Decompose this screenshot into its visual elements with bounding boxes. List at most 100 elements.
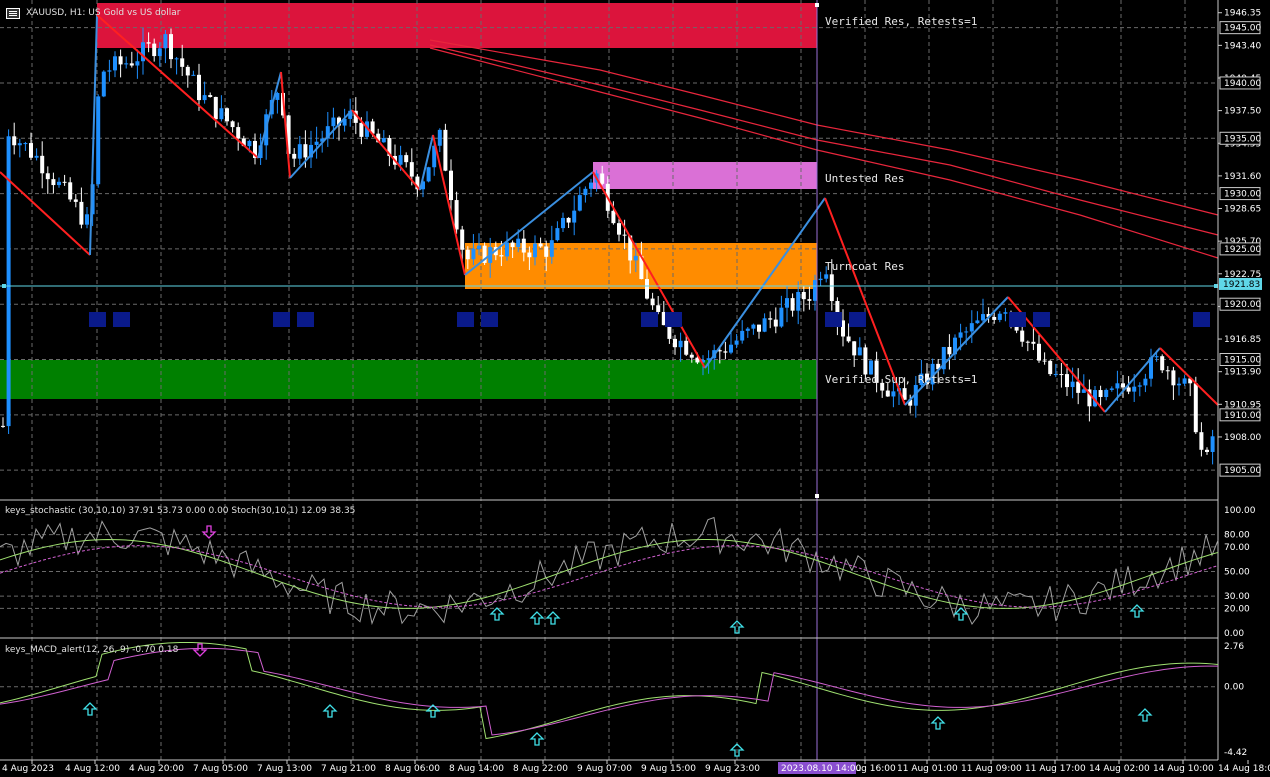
price-label: 1943.40 — [1224, 41, 1261, 51]
price-label-boxed: 1925.00 — [1224, 245, 1261, 255]
candle-body — [1188, 378, 1193, 384]
current-price-handle-left[interactable] — [2, 284, 6, 288]
candle-body — [421, 181, 425, 190]
candle-body — [919, 373, 924, 386]
candle-body — [734, 340, 739, 345]
candle-body — [891, 391, 896, 397]
candle-body — [225, 108, 229, 122]
candle-body — [863, 347, 868, 375]
zigzag-segment — [96, 14, 259, 159]
candle-body — [762, 318, 767, 332]
candle-body — [253, 140, 257, 158]
zigzag-segment — [257, 71, 282, 159]
stoch-level-label: 20.00 — [1224, 604, 1250, 614]
candle-body — [857, 347, 862, 356]
zone-label-turncoat-res: Turncoat Res — [825, 260, 905, 273]
ma-line — [429, 44, 1219, 236]
candle-body — [342, 118, 347, 126]
stoch-level-label: 0.00 — [1224, 629, 1244, 639]
candle-body — [622, 234, 627, 236]
time-axis[interactable]: 4 Aug 2023 4 Aug 12:00 4 Aug 20:00 7 Aug 05… — [2, 760, 1270, 774]
candle-body — [913, 385, 918, 406]
symbol-menu-icon[interactable] — [6, 8, 20, 19]
price-label-box — [1219, 463, 1261, 477]
candle-body — [533, 243, 537, 258]
candle-body — [555, 228, 560, 241]
candle-body — [1121, 383, 1125, 388]
price-label-boxed: 1940.00 — [1224, 79, 1261, 89]
crosshair-handle-top[interactable] — [815, 3, 819, 7]
ma-line — [429, 47, 1219, 259]
candle-body — [23, 143, 28, 145]
price-label-box — [1219, 353, 1261, 367]
candle-body — [275, 92, 280, 100]
candle-body — [320, 138, 325, 142]
candle-body — [874, 360, 879, 383]
candle-body — [992, 316, 997, 320]
zigzag-segment — [289, 109, 353, 179]
candle-body — [101, 71, 106, 97]
macd-main-line — [0, 641, 1219, 740]
candle-body — [1076, 381, 1081, 393]
candle-body — [1149, 357, 1153, 379]
candle-body — [561, 217, 565, 229]
candle-body — [1143, 378, 1148, 386]
stoch-level-label: 70.00 — [1224, 543, 1250, 553]
candle-body — [286, 115, 291, 154]
candle-body — [1059, 374, 1064, 376]
zigzag-segment — [89, 14, 98, 256]
zigzag-segment — [419, 134, 434, 191]
time-label: 9 Aug 23:00 — [705, 764, 760, 774]
candle-body — [807, 299, 812, 301]
candle-body — [465, 249, 470, 260]
candle-body — [208, 95, 213, 97]
time-label: 9 Aug 07:00 — [577, 764, 632, 774]
stoch-level-label: 50.00 — [1224, 568, 1250, 578]
price-axis[interactable]: 1946.351943.401940.451937.501934.551931.… — [1218, 9, 1262, 477]
signal-block — [641, 312, 658, 327]
candle-body — [398, 155, 403, 165]
candle-body — [141, 42, 145, 62]
candle-body — [1098, 390, 1103, 397]
buy-arrow-icon — [953, 607, 969, 621]
candle-body — [958, 332, 963, 338]
candle-body — [1070, 381, 1075, 388]
candle-body — [213, 96, 218, 120]
candle-body — [1154, 356, 1159, 358]
candle-body — [544, 246, 549, 257]
candle-body — [236, 127, 241, 139]
time-label: 14 Aug 02:00 — [1089, 764, 1150, 774]
buy-arrow-icon — [489, 607, 505, 621]
candle-body — [230, 121, 235, 128]
stoch-level-label: 100.00 — [1224, 506, 1256, 516]
time-label: 14 Aug 18:00 — [1218, 764, 1270, 774]
candle-body — [135, 61, 140, 66]
sell-arrow-icon — [192, 643, 208, 657]
crosshair-handle-bottom[interactable] — [815, 494, 819, 498]
zigzag-segment — [824, 197, 906, 406]
price-label: 1913.90 — [1224, 368, 1261, 378]
time-label: 9 Aug 15:00 — [641, 764, 696, 774]
candle-body — [880, 382, 885, 391]
candle-body — [45, 173, 50, 180]
candle-body — [359, 122, 364, 137]
candle-body — [667, 325, 672, 339]
price-label-box — [1219, 408, 1261, 422]
candle-body — [997, 313, 1002, 320]
signal-block — [1033, 312, 1050, 327]
candle-body — [757, 324, 761, 332]
candle-body — [538, 243, 543, 247]
candle-body — [673, 338, 677, 348]
candle-body — [1126, 387, 1131, 392]
candle-body — [969, 323, 974, 332]
zigzag-segment — [1104, 347, 1161, 413]
zigzag-segment — [904, 296, 1009, 406]
candle-body — [309, 144, 313, 158]
price-label: 1922.75 — [1224, 270, 1261, 280]
candle-body — [432, 145, 437, 168]
current-price-box — [1219, 277, 1262, 290]
candle-body — [801, 291, 806, 300]
candle-body — [1087, 389, 1092, 407]
current-price-handle-right[interactable] — [1214, 284, 1218, 288]
